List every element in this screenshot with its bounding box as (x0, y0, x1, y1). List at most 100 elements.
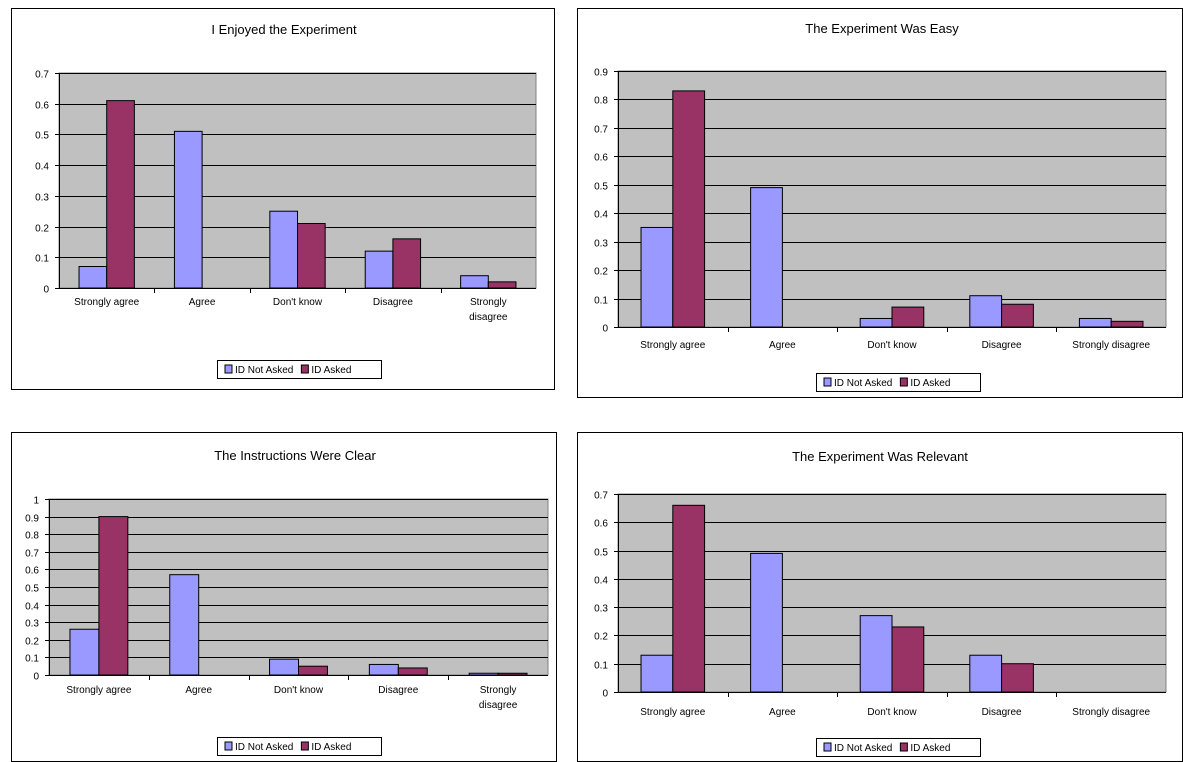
bar-id-asked (297, 223, 326, 289)
y-tick-label: 0.8 (594, 96, 608, 107)
bar-id-asked (392, 238, 422, 289)
chart-panel-easy: The Experiment Was Easy 0 0.1 0.2 0.3 0.4 0.5 0… (577, 8, 1183, 398)
chart-panel-relevant: The Experiment Was Relevant 0 0.1 0.2 0.3 0.4… (577, 432, 1183, 762)
legend-swatch (823, 742, 832, 752)
bar-id-not-asked (169, 574, 200, 676)
legend-label: ID Asked (311, 742, 351, 753)
y-tick-label: 0.6 (35, 101, 49, 112)
x-category-label: Strongly agree (74, 297, 139, 308)
chart-easy: The Experiment Was Easy 0 0.1 0.2 0.3 0.4 0.5 0… (594, 21, 1167, 392)
x-category-label: Strongly agree (640, 707, 705, 718)
legend-swatch (224, 364, 233, 374)
chart-title: The Instructions Were Clear (214, 448, 376, 463)
y-tick-label: 0.1 (25, 654, 39, 665)
y-tick-label: 0.7 (35, 70, 49, 81)
x-category-label: Strongly agree (640, 340, 705, 351)
legend-swatch (300, 741, 309, 751)
bar-id-asked (98, 516, 129, 676)
plot-area (617, 70, 1167, 328)
y-tick-label: 0.5 (594, 548, 608, 559)
y-tick-label: 0.1 (35, 254, 49, 265)
x-category-label: Strongly disagree (469, 297, 508, 323)
bar-id-not-asked (969, 654, 1003, 693)
x-category-label: Don't know (867, 340, 917, 351)
y-tick-label: 0.7 (594, 125, 608, 136)
x-category-label: Agree (769, 340, 796, 351)
legend-box (217, 360, 382, 379)
chart-title: I Enjoyed the Experiment (211, 22, 357, 37)
y-tick-label: 0.8 (25, 531, 39, 542)
y-tick-label: 0.9 (25, 514, 39, 525)
y-tick-label: 0.4 (594, 576, 608, 587)
bar-id-not-asked (750, 187, 783, 328)
bar-id-asked (298, 665, 328, 676)
bar-id-not-asked (364, 250, 394, 289)
chart-panel-clear: The Instructions Were Clear 0 0.1 0.2 0.3 0.4… (11, 432, 557, 762)
y-tick-label: 0.6 (594, 153, 608, 164)
bar-id-not-asked (969, 295, 1003, 328)
y-tick-label: 0.2 (594, 632, 608, 643)
bar-id-asked (1001, 663, 1034, 693)
y-tick-label: 0.2 (35, 224, 49, 235)
y-tick-label: 0.4 (594, 210, 608, 221)
legend-box (816, 373, 981, 392)
y-tick-label: 0.3 (25, 619, 39, 630)
chart-title: The Experiment Was Relevant (792, 449, 968, 464)
legend-label: ID Not Asked (235, 365, 293, 376)
x-category-label: Agree (185, 685, 212, 696)
legend-label: ID Not Asked (834, 743, 892, 754)
bar-id-asked (487, 281, 517, 289)
y-tick-label: 0.7 (25, 549, 39, 560)
legend-swatch (899, 377, 908, 387)
y-tick-label: 0.3 (594, 239, 608, 250)
y-tick-label: 0.4 (35, 162, 49, 173)
x-category-label: Disagree (373, 297, 413, 308)
x-category-label: Strongly disagree (1072, 707, 1150, 718)
y-tick-label: 0.5 (35, 131, 49, 142)
x-category-label: Strongly disagree (1072, 340, 1150, 351)
bar-id-not-asked (640, 654, 674, 693)
x-category-label: Don't know (274, 685, 324, 696)
bar-id-not-asked (468, 672, 499, 676)
legend: ID Not Asked ID Asked (816, 738, 981, 757)
x-category-label: Agree (769, 707, 796, 718)
bar-id-asked (1110, 320, 1144, 328)
legend: ID Not Asked ID Asked (217, 360, 382, 379)
bar-id-asked (106, 100, 135, 289)
bar-id-not-asked (269, 210, 299, 289)
y-tick-label: 1 (33, 496, 39, 507)
chart-clear: The Instructions Were Clear 0 0.1 0.2 0.3 0.4… (25, 448, 549, 756)
chart-relevant: The Experiment Was Relevant 0 0.1 0.2 0.3 0.4… (594, 449, 1167, 757)
bar-id-not-asked (859, 615, 893, 693)
y-tick-label: 0 (602, 689, 608, 700)
bar-id-not-asked (460, 275, 489, 289)
x-category-label: Disagree (378, 685, 418, 696)
bar-id-not-asked (269, 658, 300, 676)
bar-id-not-asked (750, 552, 783, 693)
x-category-label: Don't know (867, 707, 917, 718)
y-tick-label: 0.2 (25, 637, 39, 648)
y-tick-label: 0.3 (35, 193, 49, 204)
legend-box (816, 738, 981, 757)
bar-id-not-asked (368, 663, 399, 676)
chart-panel-enjoyed: I Enjoyed the Experiment 0 0.1 0.2 0.3 0.4 0.5… (11, 8, 555, 390)
bar-id-asked (497, 672, 528, 676)
bar-id-not-asked (78, 266, 108, 289)
bar-id-not-asked (69, 628, 100, 676)
y-tick-label: 0.3 (594, 604, 608, 615)
x-category-label: Agree (189, 297, 216, 308)
legend-label: ID Asked (311, 365, 351, 376)
y-tick-label: 0.4 (25, 602, 39, 613)
x-category-label: Disagree (982, 707, 1022, 718)
bar-id-asked (672, 504, 706, 693)
legend-label: ID Not Asked (235, 742, 293, 753)
legend-label: ID Not Asked (834, 378, 892, 389)
y-tick-label: 0.6 (25, 566, 39, 577)
legend-box (217, 737, 382, 756)
legend-label: ID Asked (910, 378, 950, 389)
bar-id-not-asked (1078, 317, 1112, 328)
bar-id-asked (891, 626, 925, 693)
x-category-label: Strongly disagree (479, 685, 518, 711)
bar-id-not-asked (173, 130, 203, 289)
y-tick-label: 0.1 (594, 661, 608, 672)
